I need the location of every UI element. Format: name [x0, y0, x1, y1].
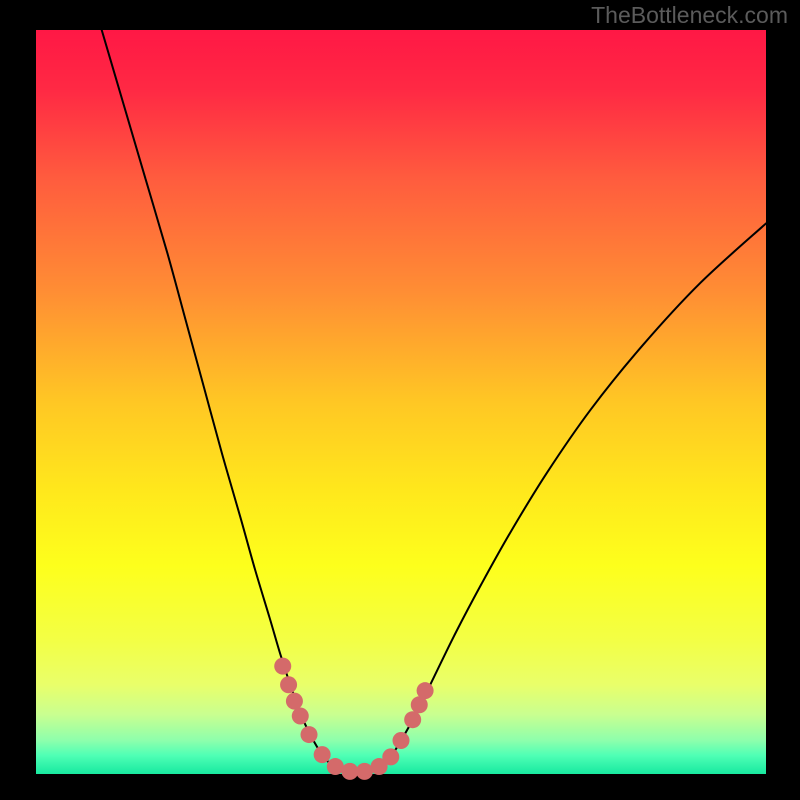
curve-marker — [341, 763, 358, 780]
curve-marker — [382, 748, 399, 765]
curve-marker — [314, 746, 331, 763]
curve-marker — [404, 711, 421, 728]
bottleneck-chart — [0, 0, 800, 800]
curve-marker — [274, 658, 291, 675]
plot-background — [36, 30, 766, 774]
curve-marker — [393, 732, 410, 749]
curve-marker — [356, 763, 373, 780]
curve-marker — [417, 682, 434, 699]
curve-marker — [327, 758, 344, 775]
curve-marker — [292, 707, 309, 724]
curve-marker — [280, 676, 297, 693]
curve-marker — [301, 726, 318, 743]
chart-container: TheBottleneck.com — [0, 0, 800, 800]
curve-marker — [286, 693, 303, 710]
